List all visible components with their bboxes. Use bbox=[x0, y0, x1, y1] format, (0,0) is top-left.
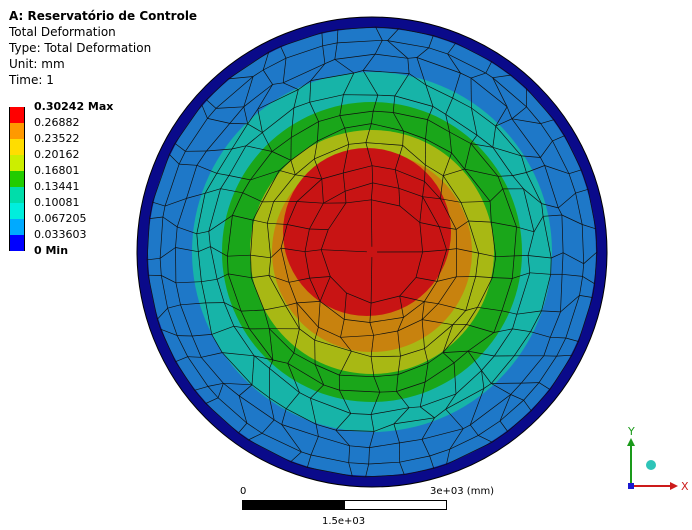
x-arrow-head-icon bbox=[670, 482, 678, 490]
legend-label: 0.13441 bbox=[34, 180, 80, 193]
legend-label: 0 Min bbox=[34, 244, 69, 257]
model-outline bbox=[136, 16, 608, 488]
x-axis-label: X bbox=[681, 480, 689, 493]
y-axis-label: Y bbox=[627, 425, 635, 438]
legend-label: 0.10081 bbox=[34, 196, 80, 209]
result-header: A: Reservatório de Controle Total Deform… bbox=[9, 8, 197, 88]
contour-band-max bbox=[283, 148, 451, 316]
scale-mid-label: 1.5e+03 bbox=[322, 516, 366, 527]
legend-swatch bbox=[9, 235, 25, 251]
analysis-title: A: Reservatório de Controle bbox=[9, 9, 198, 23]
scale-bar-graphic bbox=[242, 500, 447, 510]
legend-swatch bbox=[9, 155, 25, 171]
result-type: Type: Total Deformation bbox=[9, 41, 152, 55]
legend-swatch bbox=[9, 123, 25, 139]
legend-label: 0.20162 bbox=[34, 148, 80, 161]
legend-swatch bbox=[9, 139, 25, 155]
legend-label: 0.16801 bbox=[34, 164, 80, 177]
iso-ball-icon bbox=[646, 460, 656, 470]
deformation-contour-plot[interactable] bbox=[136, 16, 608, 488]
legend-swatch bbox=[9, 187, 25, 203]
legend-swatch bbox=[9, 203, 25, 219]
mesh-lines bbox=[146, 26, 598, 478]
result-unit: Unit: mm bbox=[9, 57, 65, 71]
legend-label: 0.067205 bbox=[34, 212, 87, 225]
legend-label: 0.033603 bbox=[34, 228, 87, 241]
result-time: Time: 1 bbox=[9, 73, 54, 87]
legend-label: 0.30242 Max bbox=[34, 100, 114, 113]
y-arrow-head-icon bbox=[627, 438, 635, 446]
z-axis-icon bbox=[628, 483, 634, 489]
legend-label: 0.23522 bbox=[34, 132, 80, 145]
scale-zero-label: 0 bbox=[240, 486, 247, 497]
scale-end-label: 3e+03 (mm) bbox=[430, 486, 495, 497]
legend-swatch bbox=[9, 219, 25, 235]
legend-swatch bbox=[9, 107, 25, 123]
legend-swatch bbox=[9, 171, 25, 187]
result-name: Total Deformation bbox=[9, 25, 116, 39]
legend-label: 0.26882 bbox=[34, 116, 80, 129]
axis-triad[interactable]: Y X bbox=[620, 424, 690, 494]
